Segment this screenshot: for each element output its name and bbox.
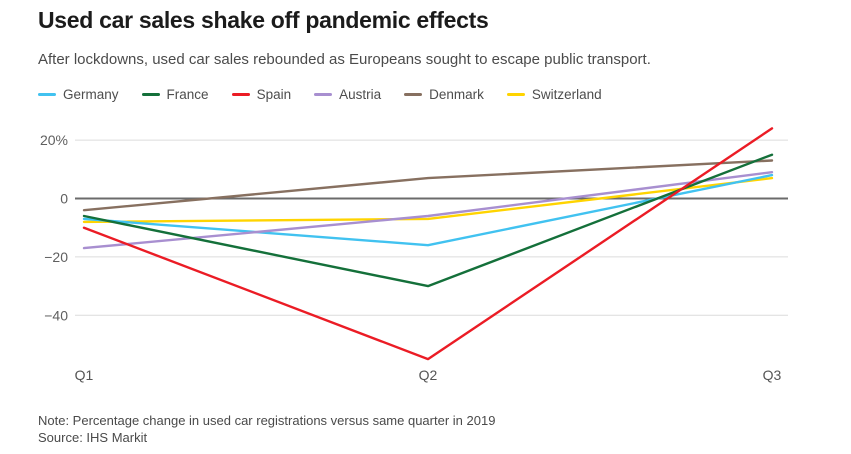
svg-text:20%: 20% [40,132,68,148]
line-chart: 20% 0 −20 −40 Q1 Q2 Q3 [40,127,788,383]
legend-item-france: France [141,87,209,102]
legend-label: Austria [339,87,382,102]
chart-note: Note: Percentage change in used car regi… [38,413,496,428]
svg-text:−20: −20 [44,249,68,265]
legend-swatch [141,93,160,96]
legend-label: Switzerland [531,87,602,102]
svg-text:−40: −40 [44,307,68,323]
legend-item-germany: Germany [38,87,119,102]
chart-source: Source: IHS Markit [38,430,148,445]
svg-text:Q2: Q2 [419,367,438,383]
legend-swatch [404,93,423,96]
legend: Germany France Spain Austria Denmark Swi… [38,87,602,102]
footnotes: Note: Percentage change in used car regi… [38,412,495,446]
svg-text:Q1: Q1 [75,367,94,383]
chart-title: Used car sales shake off pandemic effect… [38,7,489,33]
legend-swatch [506,93,525,96]
legend-item-switzerland: Switzerland [506,87,602,102]
legend-label: Spain [256,87,292,102]
chart-subtitle: After lockdowns, used car sales rebounde… [38,51,651,68]
legend-swatch [38,93,56,96]
legend-label: Denmark [429,87,484,102]
legend-label: Germany [63,87,119,102]
legend-item-austria: Austria [314,87,381,102]
legend-item-spain: Spain [231,87,292,102]
svg-text:0: 0 [60,191,68,207]
legend-item-denmark: Denmark [404,87,484,102]
svg-text:Q3: Q3 [763,367,782,383]
legend-swatch [231,93,250,96]
legend-swatch [314,93,333,96]
legend-label: France [166,87,209,102]
